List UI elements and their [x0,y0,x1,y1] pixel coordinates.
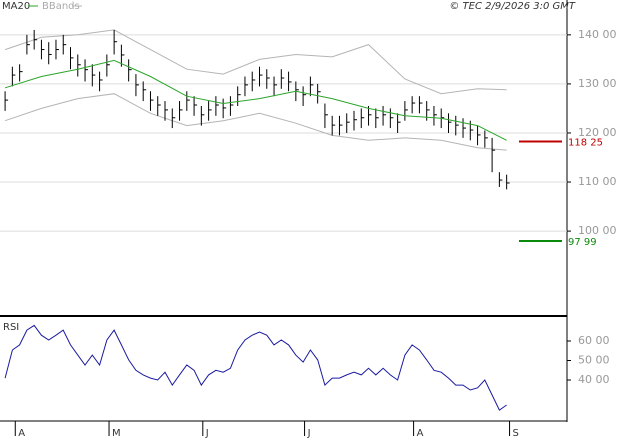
x-tick-label: J [307,428,311,439]
panel-title: RSI [3,322,19,333]
y-tick-label: 40 00 [578,373,610,386]
moving-average [4,59,507,141]
y-tick-label: 130 00 [578,77,617,90]
bollinger-band [4,93,507,151]
level-label: 97 99 [568,237,597,248]
x-tick-label: S [513,428,519,439]
y-tick-label: 140 00 [578,28,617,41]
bollinger-band [4,29,507,95]
legend-label: MA20 [2,1,30,12]
rsi-line [4,324,507,411]
y-tick-label: 110 00 [578,175,617,188]
level-label: 118 25 [568,138,603,149]
x-tick-label: A [417,428,424,439]
y-tick-label: 120 00 [578,126,617,139]
x-tick-label: J [205,428,209,439]
y-tick-label: 50 00 [578,354,610,367]
y-tick-label: 100 00 [578,224,617,237]
copyright: © TEC 2/9/2026 3:0 GMT [449,1,576,12]
x-tick-label: M [112,428,121,439]
legend-label: BBands [42,1,80,12]
x-tick-label: A [18,428,25,439]
y-tick-label: 60 00 [578,334,610,347]
